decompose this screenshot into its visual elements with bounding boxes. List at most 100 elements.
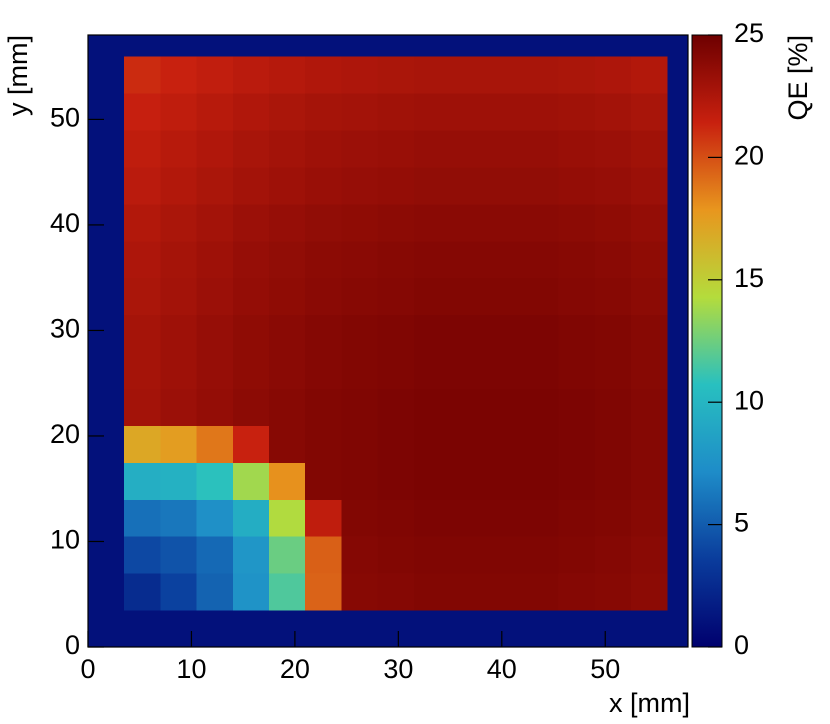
- heat-cell: [631, 499, 668, 537]
- heat-cell: [450, 166, 487, 205]
- heat-cell: [341, 35, 379, 57]
- heat-cell: [160, 166, 198, 205]
- heat-cell: [88, 314, 125, 353]
- heat-cell: [413, 314, 451, 353]
- heat-cell: [305, 610, 342, 648]
- heat-cell: [305, 56, 342, 94]
- heat-cell: [88, 388, 125, 426]
- heat-cell: [124, 351, 161, 389]
- heat-cell: [160, 351, 198, 389]
- heat-cell: [450, 425, 487, 463]
- heat-cell: [341, 240, 379, 279]
- heat-cell: [232, 536, 270, 574]
- heat-cell: [196, 129, 234, 168]
- heat-cell: [269, 93, 306, 131]
- heat-cell: [667, 351, 689, 389]
- heat-cell: [196, 462, 234, 500]
- heat-cell: [631, 610, 668, 648]
- heat-cell: [88, 610, 125, 648]
- heat-cell: [88, 129, 125, 168]
- x-tick-label: 30: [383, 654, 413, 684]
- heat-cell: [124, 93, 161, 131]
- heat-cell: [594, 536, 632, 574]
- heat-cell: [413, 129, 451, 168]
- heat-cell: [522, 35, 560, 57]
- heat-cell: [667, 425, 689, 463]
- heat-cell: [558, 314, 596, 353]
- heat-cell: [269, 35, 306, 57]
- heat-cell: [232, 166, 270, 205]
- heat-cell: [667, 314, 689, 353]
- heat-cell: [232, 93, 270, 131]
- colorbar-tick-label: 25: [734, 18, 764, 48]
- heat-cell: [160, 93, 198, 131]
- heat-cell: [667, 203, 689, 242]
- heat-cell: [341, 462, 379, 500]
- heat-cell: [413, 277, 451, 316]
- heat-cell: [232, 499, 270, 537]
- heat-cell: [124, 462, 161, 500]
- heat-cell: [413, 388, 451, 426]
- heat-cell: [341, 499, 379, 537]
- heat-cell: [341, 573, 379, 611]
- heat-cell: [486, 129, 523, 168]
- heat-cell: [232, 388, 270, 426]
- heat-cell: [88, 203, 125, 242]
- heat-cell: [377, 499, 415, 537]
- heat-cell: [377, 240, 415, 279]
- colorbar-tick-label: 0: [734, 630, 749, 660]
- y-tick-label: 10: [50, 525, 80, 555]
- heat-cell: [269, 166, 306, 205]
- heat-cell: [486, 536, 523, 574]
- heat-cell: [377, 56, 415, 94]
- heat-cell: [631, 129, 668, 168]
- heat-cell: [558, 56, 596, 94]
- heat-cell: [594, 56, 632, 94]
- heat-cell: [522, 425, 560, 463]
- heat-cell: [88, 425, 125, 463]
- heat-cell: [594, 425, 632, 463]
- heat-cell: [305, 536, 342, 574]
- heat-cell: [305, 314, 342, 353]
- heat-cell: [558, 240, 596, 279]
- heat-cell: [631, 462, 668, 500]
- heat-cell: [160, 462, 198, 500]
- heat-cell: [413, 499, 451, 537]
- heat-cell: [377, 277, 415, 316]
- heat-cell: [631, 388, 668, 426]
- heat-cell: [522, 388, 560, 426]
- heat-cell: [594, 93, 632, 131]
- heat-cell: [486, 314, 523, 353]
- heat-cell: [269, 56, 306, 94]
- y-tick-label: 20: [50, 419, 80, 449]
- heat-cell: [269, 388, 306, 426]
- heat-cell: [377, 610, 415, 648]
- heat-cell: [558, 610, 596, 648]
- heat-cell: [88, 56, 125, 94]
- heat-cell: [486, 56, 523, 94]
- heat-cell: [594, 351, 632, 389]
- heat-cell: [232, 56, 270, 94]
- heat-cell: [558, 203, 596, 242]
- heat-cell: [124, 56, 161, 94]
- heat-cell: [269, 425, 306, 463]
- heat-cell: [305, 240, 342, 279]
- heat-cell: [232, 203, 270, 242]
- heat-cell: [269, 610, 306, 648]
- heat-cell: [667, 129, 689, 168]
- heat-cell: [232, 610, 270, 648]
- heat-cell: [124, 277, 161, 316]
- heat-cell: [341, 203, 379, 242]
- heat-cell: [377, 314, 415, 353]
- heat-cell: [522, 536, 560, 574]
- heat-cell: [486, 203, 523, 242]
- heat-cell: [594, 388, 632, 426]
- heat-cell: [88, 462, 125, 500]
- x-tick-label: 40: [487, 654, 517, 684]
- heat-cell: [305, 499, 342, 537]
- heat-cell: [486, 166, 523, 205]
- heat-cell: [160, 573, 198, 611]
- colorbar-tick-label: 5: [734, 508, 749, 538]
- x-tick-label: 0: [80, 654, 95, 684]
